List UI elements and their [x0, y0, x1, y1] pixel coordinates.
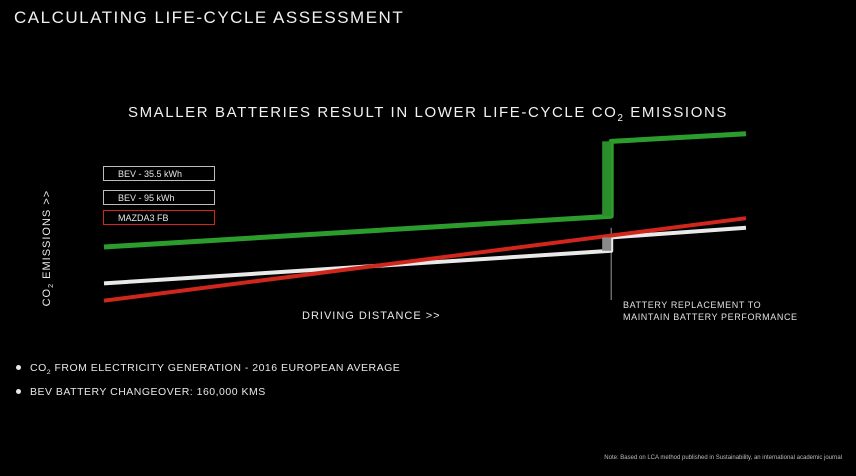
footnote: Note: Based on LCA method published in S… [604, 455, 842, 461]
bullet-dot-icon [16, 388, 21, 394]
bullet-electricity: CO2 FROM ELECTRICITY GENERATION - 2016 E… [16, 362, 400, 376]
bullet-dot-icon [16, 364, 21, 370]
bullet-battery-changeover: BEV BATTERY CHANGEOVER: 160,000 KMS [16, 386, 266, 398]
series-line-mazda3-fb [103, 216, 747, 303]
legend-item-bev-35: BEV - 35.5 kWh [103, 166, 215, 181]
legend-item-mazda3: MAZDA3 FB [103, 210, 215, 225]
x-axis-label: DRIVING DISTANCE >> [302, 310, 441, 322]
y-axis-label: CO2 EMISSIONS >> [40, 189, 56, 307]
legend-item-bev-95: BEV - 95 kWh [103, 190, 215, 205]
series-line-bev-35-5-kwh [103, 225, 747, 286]
step-bar-bev-35 [602, 237, 612, 251]
battery-replacement-annotation: BATTERY REPLACEMENT TO MAINTAIN BATTERY … [623, 300, 798, 322]
step-bar-bev-95 [602, 141, 612, 217]
chart-title: SMALLER BATTERIES RESULT IN LOWER LIFE-C… [127, 104, 729, 124]
series-line-bev-95-kwh [103, 131, 747, 250]
page-title: CALCULATING LIFE-CYCLE ASSESSMENT [14, 8, 405, 27]
